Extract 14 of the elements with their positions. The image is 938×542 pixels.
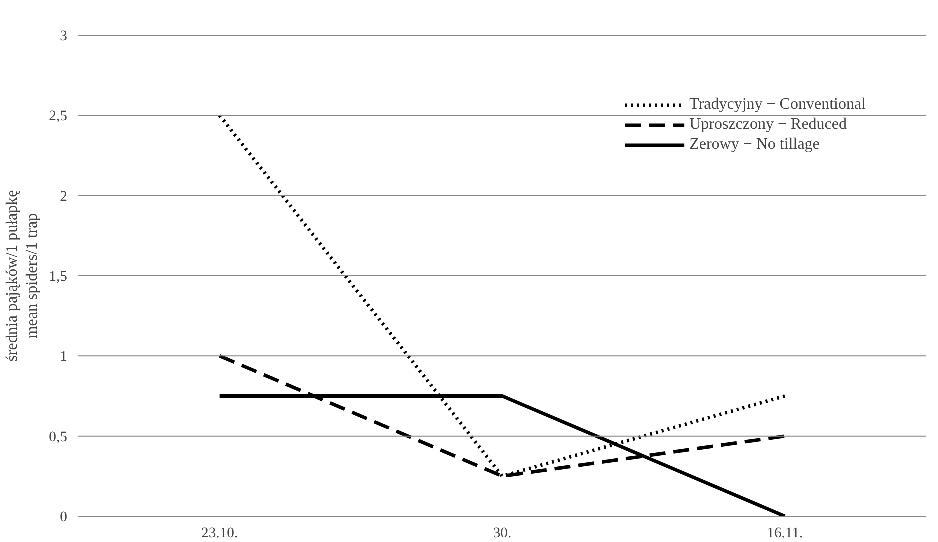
x-tick-label: 16.11. <box>767 526 804 542</box>
x-tick-label: 30. <box>493 526 512 542</box>
y-tick-label: 1 <box>60 349 68 366</box>
y-axis-title: średnia pająków/1 pułapkę mean spiders/1 trap <box>4 190 42 362</box>
y-tick-label: 0 <box>60 510 68 526</box>
y-tick-label: 1,5 <box>49 269 68 285</box>
y-tick-label: 3 <box>60 28 68 44</box>
y-tick-label: 2 <box>60 188 68 205</box>
legend-label: Uproszczony − Reduced <box>690 116 847 134</box>
x-tick-label: 23.10. <box>202 526 238 542</box>
y-tick-label: 0,5 <box>49 429 68 446</box>
legend-label: Zerowy − No tillage <box>690 136 820 154</box>
y-tick-label: 2,5 <box>49 108 68 125</box>
legend-label: Tradycyjny − Conventional <box>690 96 866 114</box>
